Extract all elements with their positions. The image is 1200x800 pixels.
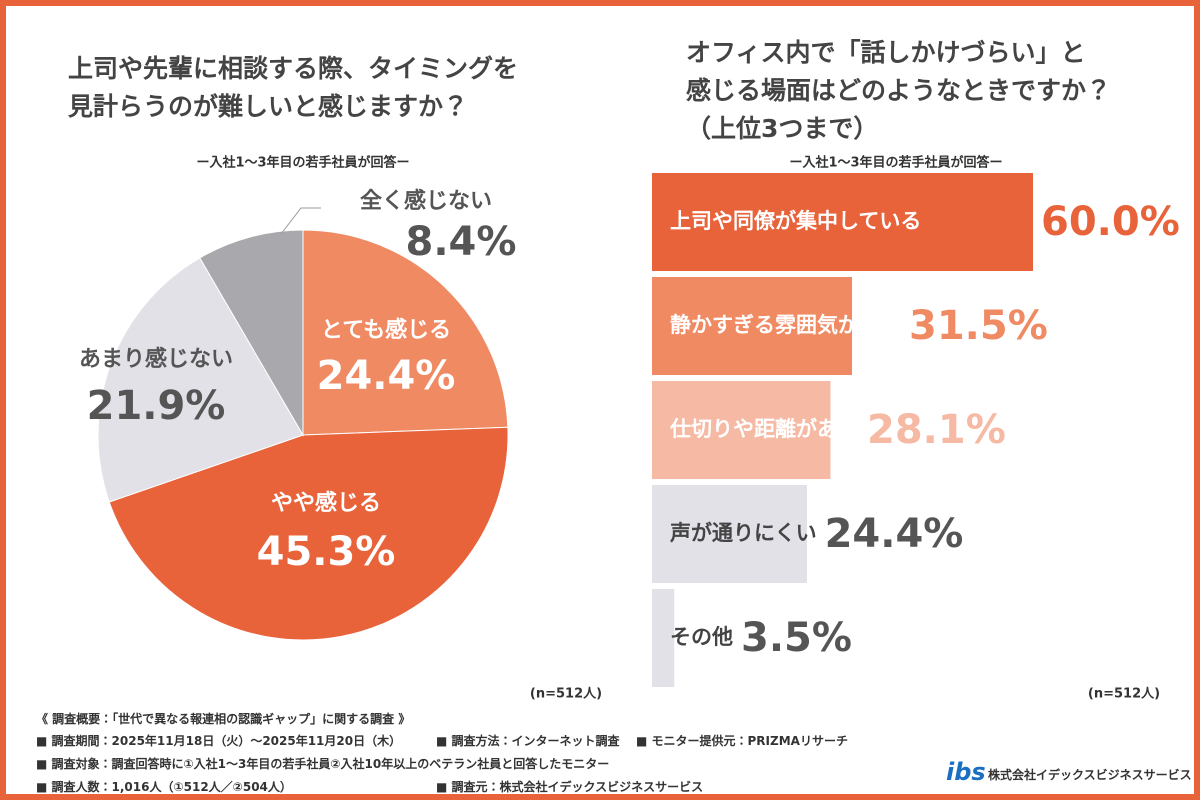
slice-label: あまり感じない [79, 346, 233, 372]
sample-note: (n=512人) [530, 687, 602, 702]
slice-label: 全く感じない [360, 188, 492, 214]
slice-value: 8.4% [406, 219, 517, 265]
pie-title: 上司や先輩に相談する際、タイミングを 見計らうのが難しいと感じますか？ [68, 54, 519, 121]
logo-mark: ibs [946, 758, 986, 786]
bar [652, 277, 853, 375]
survey-item: ■ 調査方法：インターネット調査 [436, 734, 620, 748]
leader-line [280, 207, 321, 235]
slice-label: やや感じる [271, 490, 381, 516]
bar-label: 声が通りにくい [669, 521, 817, 545]
bar-label: 静かすぎる雰囲気がある [670, 313, 901, 337]
bar [652, 589, 675, 687]
bar-value: 60.0% [1041, 199, 1180, 245]
bar-value: 24.4% [825, 511, 964, 557]
bar-value: 28.1% [867, 407, 1006, 453]
survey-item: ■ 調査元：株式会社イデックスビジネスサービス [436, 780, 704, 794]
bar [652, 381, 831, 479]
survey-item: ■ 調査期間：2025年11月18日（火）〜2025年11月20日（木） [36, 734, 402, 748]
pie-slice [199, 229, 304, 437]
survey-item: ■ モニター提供元：PRIZMAリサーチ [636, 734, 848, 748]
bar-label: 仕切りや距離がある [669, 417, 859, 441]
subtitle: ー入社1〜3年目の若手社員が回答ー [789, 155, 1002, 171]
slice-label: とても感じる [321, 317, 451, 343]
bar [652, 485, 807, 583]
bar-title: オフィス内で「話しかけづらい」と 感じる場面はどのようなときですか？ （上位3つ… [686, 38, 1112, 143]
bar-value: 3.5% [741, 615, 852, 661]
slice-value: 45.3% [257, 529, 396, 575]
slice-value: 21.9% [87, 383, 226, 429]
bar-value: 31.5% [909, 303, 1048, 349]
survey-heading: 《 調査概要：「世代で異なる報連相の認識ギャップ」に関する調査 》 [36, 712, 411, 726]
survey-item: ■ 調査対象：調査回答時に①入社1〜3年目の若手社員②入社10年以上のベテラン社… [36, 757, 610, 771]
bar-label: その他 [670, 625, 733, 649]
pie-slice [97, 257, 304, 503]
bar [652, 173, 1033, 271]
survey-item: ■ 調査人数：1,016人（①512人／②504人） [36, 780, 292, 794]
logo-company: 株式会社イデックスビジネスサービス [988, 768, 1192, 782]
pie-slice [302, 229, 509, 436]
charts: ー入社1〜3年目の若手社員が回答ー (n=512人) とても感じる 24.4% やや感じ… [79, 155, 1180, 702]
subtitle: ー入社1〜3年目の若手社員が回答ー [196, 155, 409, 171]
bar-label: 上司や同僚が集中している [670, 209, 921, 233]
slice-value: 24.4% [317, 353, 456, 399]
sample-note: (n=512人) [1088, 687, 1160, 702]
pie-slice [108, 426, 509, 641]
